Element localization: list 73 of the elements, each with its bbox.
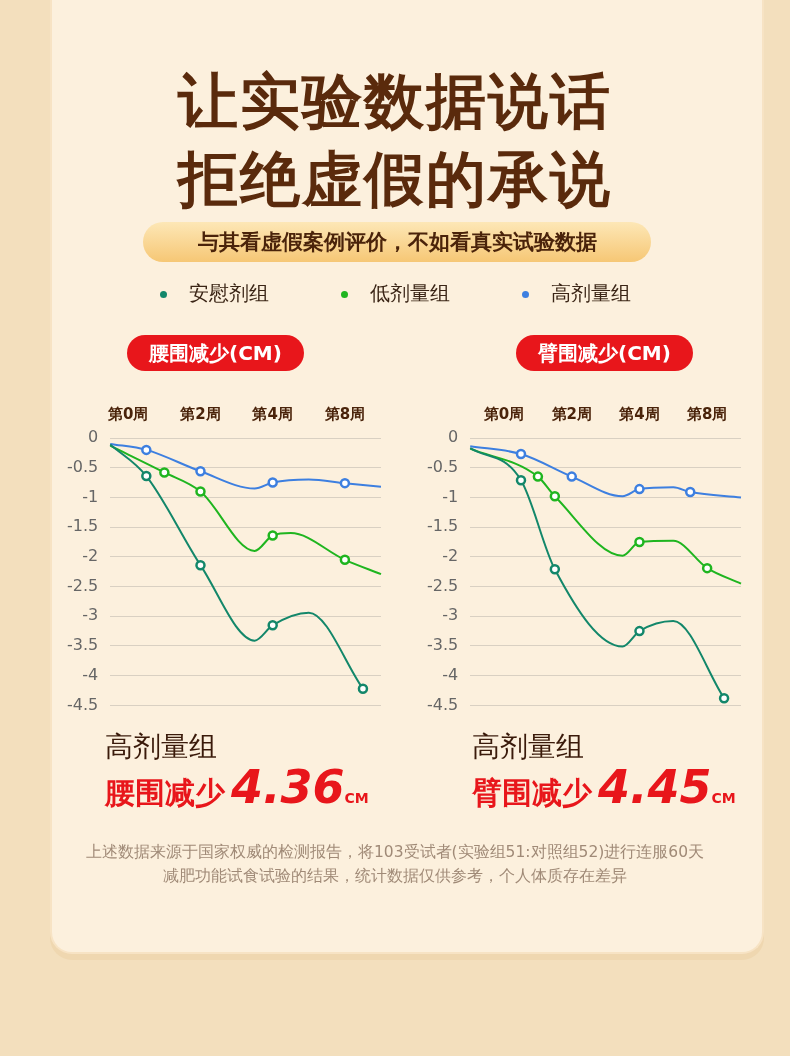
y-tick-label: -3 [82, 605, 99, 625]
point [267, 477, 278, 488]
line-series [109, 442, 382, 490]
y-tick-label: -4.5 [67, 694, 99, 714]
point [634, 483, 645, 495]
x-tick-label: 第0周 [482, 404, 525, 423]
y-tick-label: -2.5 [67, 575, 99, 595]
point [339, 477, 351, 489]
point [634, 625, 645, 637]
legend-label: 低剂量组 [369, 281, 450, 305]
y-tick-label: -1 [442, 486, 459, 506]
text: CM [711, 790, 736, 806]
y-tick-label: 0 [448, 427, 459, 447]
chart-title: 腰围减少(CM) [127, 335, 304, 371]
text: 4.36 [231, 760, 345, 814]
point [532, 471, 544, 482]
y-tick-label: -4.5 [427, 694, 459, 714]
y-tick-label: -1.5 [67, 516, 99, 536]
point [718, 693, 730, 704]
text: 与其看虚假案例评价，不如看真实试验数据 [143, 222, 651, 262]
text: 拒绝虚假的承说 [175, 143, 613, 216]
text: 让实验数据说话 [176, 65, 613, 138]
point [267, 530, 278, 541]
y-tick-label: -3.5 [67, 635, 99, 655]
point [357, 683, 369, 695]
text: 高剂量组 [105, 729, 217, 765]
y-tick-label: -1 [82, 486, 99, 506]
text: 高剂量组 [472, 729, 584, 765]
point [159, 467, 170, 478]
x-tick-label: 第4周 [618, 404, 660, 423]
point [267, 619, 278, 631]
chart-title: 臂围减少(CM) [516, 335, 693, 371]
legend-label: 安慰剂组 [188, 281, 269, 305]
text: CM [344, 790, 369, 806]
y-tick-label: -4 [82, 664, 99, 684]
point [339, 554, 351, 566]
y-tick-label: -2 [442, 546, 459, 565]
point [549, 564, 561, 575]
point [549, 490, 561, 502]
text: 4.45 [598, 760, 712, 814]
y-tick-label: -3 [442, 605, 459, 625]
y-tick-label: -0.5 [67, 456, 99, 476]
point [566, 471, 578, 482]
y-tick-label: -1.5 [427, 516, 459, 536]
point [195, 486, 206, 497]
legend-label: 高剂量组 [550, 281, 631, 305]
line-series [469, 445, 742, 499]
point [701, 562, 713, 574]
point [515, 448, 527, 460]
point [515, 474, 527, 486]
text: 上述数据来源于国家权威的检测报告，将103受试者(实验组51:对照组52)进行连服60天减肥功能试食试验的结果，统计数据仅供参考，个人体质存在差异 [84, 842, 706, 887]
y-tick-label: -4 [442, 664, 459, 684]
point [195, 559, 206, 571]
x-tick-label: 第2周 [179, 404, 221, 423]
point [141, 470, 152, 482]
x-tick-label: 第8周 [685, 404, 728, 423]
y-tick-label: -2.5 [427, 575, 459, 595]
x-tick-label: 第8周 [323, 404, 366, 423]
point [634, 536, 645, 548]
y-tick-label: -3.5 [427, 635, 459, 655]
x-tick-label: 第4周 [251, 404, 293, 423]
text: 腰围减少 [105, 775, 225, 810]
y-tick-label: 0 [88, 427, 99, 447]
text: 臂围减少 [472, 775, 592, 810]
x-tick-label: 第0周 [107, 404, 149, 423]
line-series [109, 444, 382, 576]
line-series [469, 447, 742, 585]
y-tick-label: -2 [82, 546, 99, 565]
point [195, 466, 206, 477]
y-tick-label: -0.5 [427, 456, 459, 476]
x-tick-label: 第2周 [550, 404, 592, 423]
point [684, 486, 696, 498]
point [141, 444, 152, 456]
